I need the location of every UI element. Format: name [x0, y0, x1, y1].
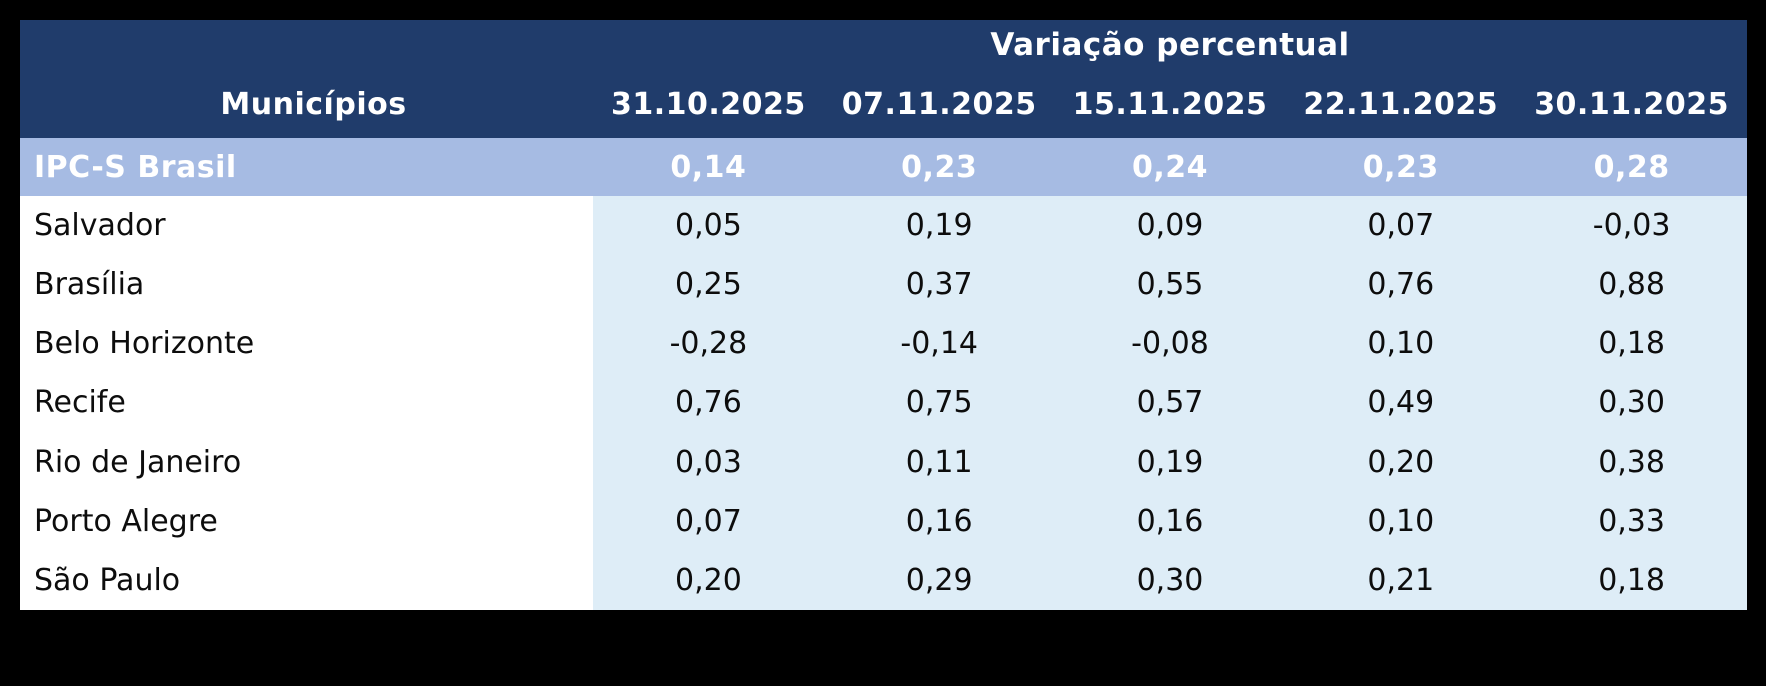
value-cell: 0,29 — [823, 550, 1055, 610]
value-cell: 0,75 — [823, 373, 1055, 433]
value-cell: 0,07 — [593, 491, 824, 551]
table-column-header-row: Municípios 31.10.2025 07.11.2025 15.11.2… — [20, 70, 1747, 138]
municipality-label: Recife — [20, 373, 593, 433]
value-cell: 0,57 — [1054, 373, 1286, 433]
table-body: Salvador 0,05 0,19 0,09 0,07 -0,03 Brasília 0,2… — [20, 196, 1747, 610]
value-cell: 0,10 — [1285, 314, 1517, 374]
highlight-value-cell: 0,28 — [1593, 149, 1670, 185]
value-cell: 0,30 — [1054, 550, 1286, 610]
table-row: Salvador 0,05 0,19 0,09 0,07 -0,03 — [20, 196, 1747, 256]
highlight-row-label: IPC-S Brasil — [34, 149, 237, 185]
table-row: Recife 0,76 0,75 0,57 0,49 0,30 — [20, 373, 1747, 433]
column-header-date-5: 30.11.2025 — [1534, 86, 1729, 122]
value-cell: -0,08 — [1054, 314, 1286, 374]
value-cell: 0,37 — [823, 255, 1055, 315]
value-cell: 0,03 — [593, 432, 824, 492]
table-row: Brasília 0,25 0,37 0,55 0,76 0,88 — [20, 255, 1747, 315]
ipcs-variation-table: Variação percentual Municípios 31.10.202… — [20, 20, 1747, 610]
value-cell: 0,38 — [1516, 432, 1747, 492]
table-row: Belo Horizonte -0,28 -0,14 -0,08 0,10 0,18 — [20, 314, 1747, 374]
column-header-date-2: 07.11.2025 — [841, 86, 1037, 122]
value-cell: 0,76 — [593, 373, 824, 433]
value-cell: 0,16 — [1054, 491, 1286, 551]
municipality-label: São Paulo — [20, 550, 593, 610]
value-cell: 0,19 — [823, 196, 1055, 256]
value-cell: 0,16 — [823, 491, 1055, 551]
value-cell: 0,21 — [1285, 550, 1517, 610]
value-cell: -0,28 — [593, 314, 824, 374]
highlight-value-cell: 0,24 — [1131, 149, 1208, 185]
value-cell: 0,11 — [823, 432, 1055, 492]
value-cell: 0,18 — [1516, 314, 1747, 374]
value-cell: 0,20 — [1285, 432, 1517, 492]
group-header-label: Variação percentual — [990, 27, 1350, 63]
column-header-municipios: Municípios — [220, 86, 407, 122]
value-cell: 0,55 — [1054, 255, 1286, 315]
table-row: Porto Alegre 0,07 0,16 0,16 0,10 0,33 — [20, 491, 1747, 551]
value-cell: -0,03 — [1516, 196, 1747, 256]
highlight-value-cell: 0,23 — [901, 149, 978, 185]
value-cell: 0,76 — [1285, 255, 1517, 315]
municipality-label: Salvador — [20, 196, 593, 256]
column-header-date-3: 15.11.2025 — [1072, 86, 1268, 122]
value-cell: 0,18 — [1516, 550, 1747, 610]
municipality-label: Belo Horizonte — [20, 314, 593, 374]
value-cell: 0,10 — [1285, 491, 1517, 551]
value-cell: 0,19 — [1054, 432, 1286, 492]
value-cell: 0,07 — [1285, 196, 1517, 256]
value-cell: 0,05 — [593, 196, 824, 256]
value-cell: 0,25 — [593, 255, 824, 315]
table-header-group-row: Variação percentual — [20, 20, 1747, 70]
value-cell: -0,14 — [823, 314, 1055, 374]
value-cell: 0,49 — [1285, 373, 1517, 433]
highlight-row-ipcs-brasil: IPC-S Brasil 0,14 0,23 0,24 0,23 0,28 — [20, 138, 1747, 196]
value-cell: 0,20 — [593, 550, 824, 610]
table-row: São Paulo 0,20 0,29 0,30 0,21 0,18 — [20, 550, 1747, 610]
table-row: Rio de Janeiro 0,03 0,11 0,19 0,20 0,38 — [20, 432, 1747, 492]
column-header-date-1: 31.10.2025 — [611, 86, 806, 122]
highlight-value-cell: 0,14 — [670, 149, 747, 185]
municipality-label: Brasília — [20, 255, 593, 315]
value-cell: 0,88 — [1516, 255, 1747, 315]
value-cell: 0,30 — [1516, 373, 1747, 433]
municipality-label: Porto Alegre — [20, 491, 593, 551]
value-cell: 0,09 — [1054, 196, 1286, 256]
highlight-value-cell: 0,23 — [1362, 149, 1439, 185]
municipality-label: Rio de Janeiro — [20, 432, 593, 492]
column-header-date-4: 22.11.2025 — [1303, 86, 1499, 122]
value-cell: 0,33 — [1516, 491, 1747, 551]
